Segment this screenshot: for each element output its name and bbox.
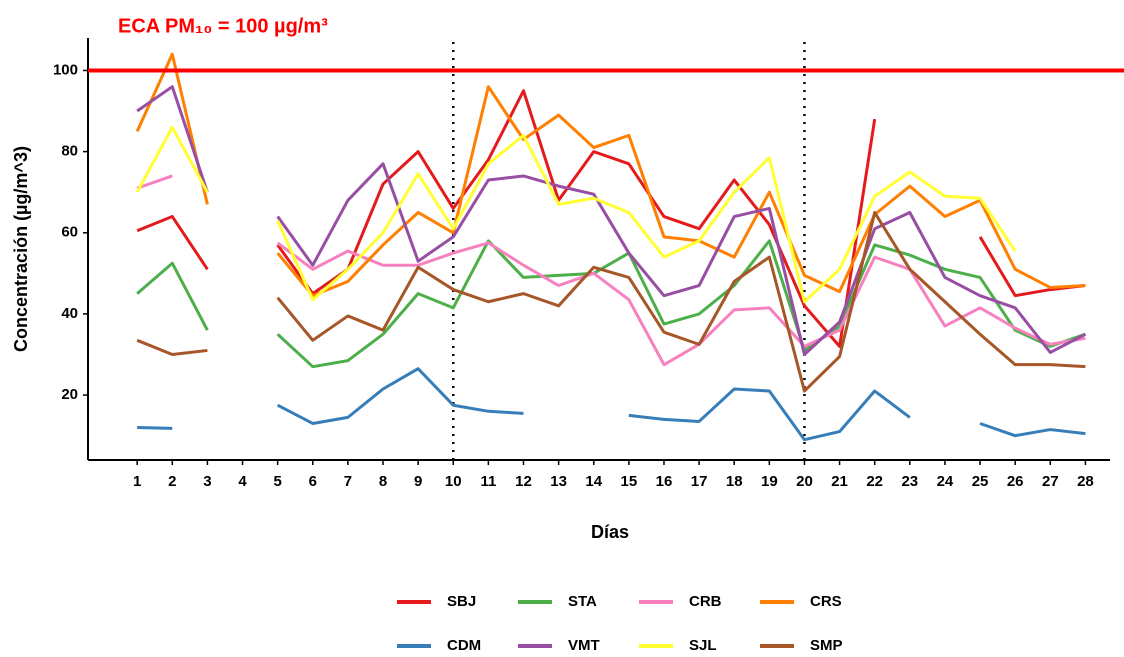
x-tick-label: 24 <box>937 473 954 490</box>
x-tick-label: 23 <box>901 473 918 490</box>
legend-label: VMT <box>568 637 600 654</box>
y-tick-label: 60 <box>61 224 78 241</box>
x-tick-label: 9 <box>414 473 422 490</box>
x-tick-label: 3 <box>203 473 211 490</box>
x-tick-label: 21 <box>831 473 848 490</box>
x-tick-label: 18 <box>726 473 743 490</box>
series-line <box>136 174 1086 367</box>
legend-label: CRB <box>689 593 722 610</box>
annotation: ECA PM₁₀ = 100 µg/m³ <box>118 15 328 37</box>
x-tick-label: 1 <box>133 473 141 490</box>
x-tick-label: 25 <box>972 473 989 490</box>
x-tick-label: 15 <box>621 473 638 490</box>
series-line <box>136 85 1087 356</box>
x-tick-label: 22 <box>866 473 883 490</box>
series-line <box>136 210 1086 393</box>
x-tick-label: 2 <box>168 473 176 490</box>
y-tick-label: 100 <box>53 61 78 78</box>
legend-label: STA <box>568 593 597 610</box>
legend-label: SJL <box>689 637 717 654</box>
x-tick-label: 13 <box>550 473 567 490</box>
legend-label: CDM <box>447 637 481 654</box>
x-tick-label: 4 <box>238 473 247 490</box>
series-line <box>135 52 1086 298</box>
x-tick-label: 20 <box>796 473 813 490</box>
x-tick-label: 7 <box>344 473 352 490</box>
x-tick-label: 17 <box>691 473 708 490</box>
legend-label: SBJ <box>447 593 476 610</box>
y-tick-label: 80 <box>61 143 78 160</box>
legend-label: CRS <box>810 593 842 610</box>
x-tick-label: 14 <box>585 473 602 490</box>
series-line <box>135 125 1017 304</box>
y-axis-label: Concentración (µg/m^3) <box>11 146 31 352</box>
x-tick-label: 28 <box>1077 473 1094 490</box>
x-tick-label: 6 <box>309 473 317 490</box>
legend-label: SMP <box>810 637 843 654</box>
series-line <box>136 239 1086 369</box>
x-tick-label: 27 <box>1042 473 1059 490</box>
x-tick-label: 12 <box>515 473 532 490</box>
y-tick-label: 20 <box>61 386 78 403</box>
x-tick-label: 16 <box>656 473 673 490</box>
x-tick-label: 8 <box>379 473 387 490</box>
x-axis-label: Días <box>591 522 629 542</box>
x-tick-label: 11 <box>480 473 496 490</box>
x-tick-label: 19 <box>761 473 778 490</box>
x-tick-label: 10 <box>445 473 462 490</box>
series-line <box>137 367 1086 442</box>
x-tick-label: 5 <box>273 473 281 490</box>
y-tick-label: 40 <box>61 305 78 322</box>
x-tick-label: 26 <box>1007 473 1024 490</box>
